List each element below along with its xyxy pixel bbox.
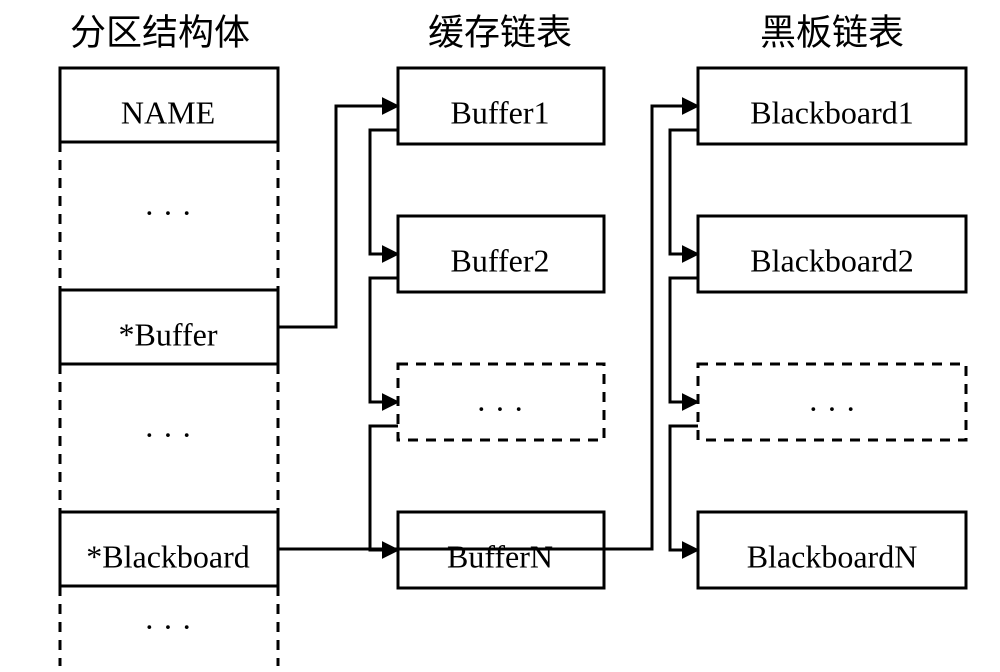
- link-bb2-bb3: [670, 278, 698, 402]
- label-buffer1: Buffer1: [451, 94, 550, 130]
- label-bb2: Blackboard2: [750, 242, 914, 278]
- label-gap2: · · ·: [144, 416, 192, 452]
- link-b2-b3: [370, 278, 398, 402]
- label-gap1: · · ·: [144, 194, 192, 230]
- label-gap3: · · ·: [144, 608, 192, 644]
- label-buffer-ptr: *Buffer: [119, 316, 218, 352]
- pointer-ptr-buffer: [278, 106, 398, 327]
- label-name: NAME: [121, 94, 215, 130]
- link-b1-b2: [370, 130, 398, 254]
- link-b3-b4: [370, 426, 398, 550]
- label-bbgap: · · ·: [808, 390, 856, 426]
- label-buffern: BufferN: [447, 538, 553, 574]
- link-bb3-bb4: [670, 426, 698, 550]
- pointer-ptr-blackboard: [278, 106, 698, 549]
- column-heading: 黑板链表: [760, 12, 904, 52]
- label-bufgap: · · ·: [476, 390, 524, 426]
- label-bb1: Blackboard1: [750, 94, 914, 130]
- label-blackboard-ptr: *Blackboard: [86, 538, 250, 574]
- column-heading: 缓存链表: [428, 12, 572, 52]
- column-heading: 分区结构体: [70, 12, 250, 52]
- diagram-canvas: 分区结构体 缓存链表 黑板链表 NAME · · · *Buffer · · · *Black…: [0, 0, 1000, 672]
- link-bb1-bb2: [670, 130, 698, 254]
- label-bbn: BlackboardN: [747, 538, 918, 574]
- label-buffer2: Buffer2: [451, 242, 550, 278]
